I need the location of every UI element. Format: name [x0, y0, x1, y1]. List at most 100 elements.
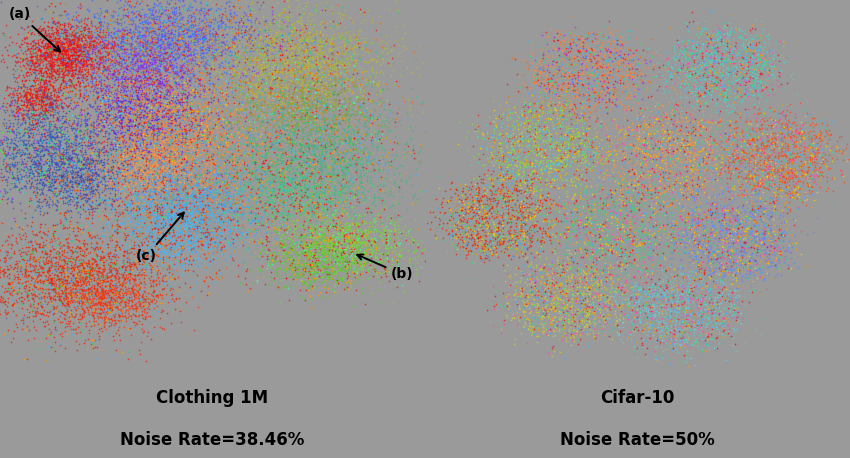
- Point: [136, 187, 150, 194]
- Point: [139, 296, 153, 303]
- Point: [299, 118, 313, 125]
- Point: [313, 104, 326, 111]
- Point: [64, 168, 77, 175]
- Point: [171, 81, 184, 88]
- Point: [586, 313, 599, 320]
- Point: [197, 128, 211, 136]
- Point: [739, 294, 752, 302]
- Point: [129, 158, 143, 166]
- Point: [314, 245, 328, 253]
- Point: [207, 16, 221, 24]
- Point: [153, 140, 167, 147]
- Point: [20, 278, 33, 285]
- Point: [177, 173, 190, 180]
- Point: [592, 237, 606, 244]
- Point: [541, 211, 554, 218]
- Point: [771, 222, 785, 229]
- Point: [206, 83, 219, 90]
- Point: [329, 254, 343, 262]
- Point: [684, 77, 698, 85]
- Point: [796, 168, 809, 175]
- Point: [70, 171, 83, 179]
- Point: [284, 36, 298, 43]
- Point: [14, 271, 28, 278]
- Point: [754, 205, 768, 212]
- Point: [39, 107, 53, 114]
- Point: [251, 44, 264, 51]
- Point: [51, 156, 65, 164]
- Point: [735, 244, 749, 251]
- Point: [603, 61, 616, 69]
- Point: [310, 88, 324, 95]
- Point: [667, 274, 681, 281]
- Point: [194, 76, 207, 84]
- Point: [554, 109, 568, 116]
- Point: [303, 49, 316, 57]
- Point: [98, 58, 111, 65]
- Point: [694, 144, 707, 151]
- Point: [157, 178, 171, 185]
- Point: [195, 161, 208, 169]
- Point: [105, 236, 118, 243]
- Point: [39, 276, 53, 284]
- Point: [145, 22, 159, 29]
- Point: [789, 169, 802, 176]
- Point: [157, 189, 171, 196]
- Point: [649, 154, 663, 161]
- Point: [443, 207, 456, 214]
- Point: [594, 56, 608, 64]
- Point: [292, 273, 306, 280]
- Point: [522, 317, 536, 325]
- Point: [72, 36, 86, 44]
- Point: [558, 234, 571, 241]
- Point: [91, 38, 105, 46]
- Point: [322, 202, 336, 209]
- Point: [11, 177, 25, 184]
- Point: [608, 37, 621, 44]
- Point: [282, 98, 296, 106]
- Point: [529, 274, 542, 282]
- Point: [103, 236, 116, 243]
- Point: [673, 281, 687, 289]
- Point: [164, 266, 178, 273]
- Point: [387, 218, 400, 225]
- Point: [68, 164, 82, 171]
- Point: [13, 185, 26, 193]
- Point: [448, 194, 462, 202]
- Point: [761, 151, 774, 158]
- Point: [269, 29, 282, 36]
- Point: [756, 84, 769, 92]
- Point: [321, 197, 335, 205]
- Point: [512, 233, 525, 240]
- Point: [157, 55, 171, 63]
- Point: [300, 241, 314, 248]
- Point: [57, 125, 71, 132]
- Point: [547, 196, 560, 203]
- Point: [328, 67, 342, 75]
- Point: [121, 118, 134, 125]
- Point: [692, 24, 706, 31]
- Point: [127, 190, 140, 197]
- Point: [209, 233, 223, 240]
- Point: [107, 284, 121, 292]
- Point: [352, 82, 366, 89]
- Point: [115, 115, 128, 123]
- Point: [274, 235, 287, 242]
- Point: [171, 97, 184, 104]
- Point: [285, 109, 298, 117]
- Point: [360, 48, 373, 55]
- Point: [660, 295, 674, 303]
- Point: [96, 57, 110, 65]
- Point: [280, 224, 293, 231]
- Point: [115, 204, 128, 211]
- Point: [750, 227, 763, 234]
- Point: [281, 36, 295, 44]
- Point: [167, 85, 180, 93]
- Point: [450, 230, 463, 238]
- Point: [159, 195, 173, 202]
- Point: [462, 225, 476, 233]
- Point: [42, 133, 56, 141]
- Point: [201, 156, 215, 164]
- Point: [581, 70, 594, 77]
- Point: [319, 109, 332, 116]
